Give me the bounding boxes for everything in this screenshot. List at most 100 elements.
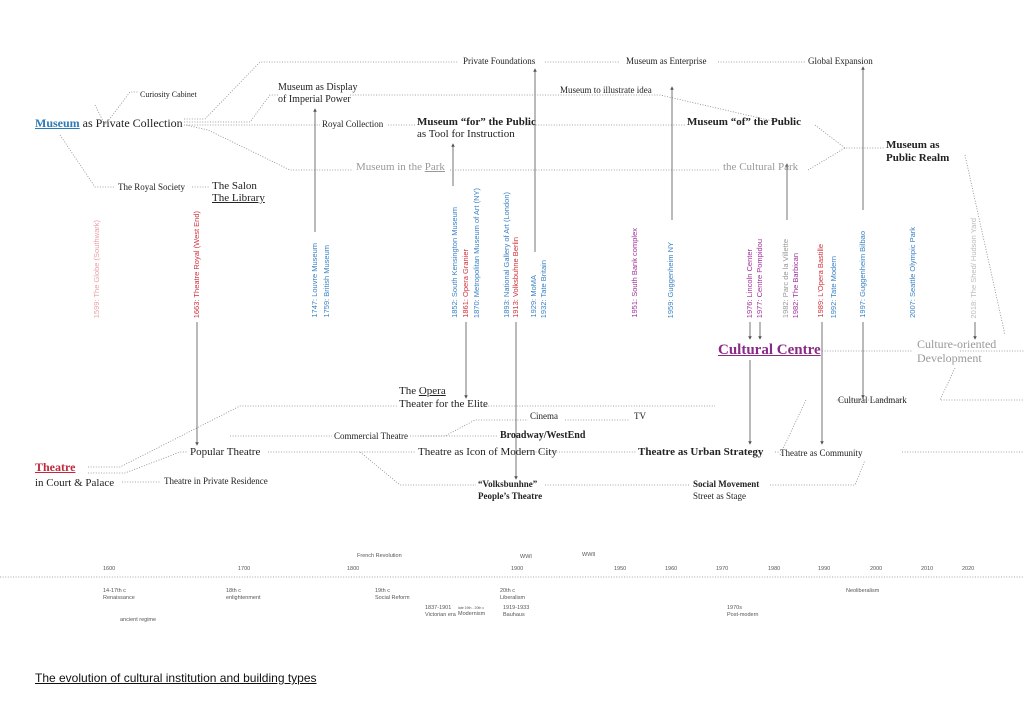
year-tick: 2020 (962, 566, 975, 572)
royal-collection: Royal Collection (322, 119, 384, 129)
year-tick: 2000 (870, 566, 883, 572)
cultural-landmark: Cultural Landmark (838, 395, 907, 405)
year-tick: 1970 (716, 566, 729, 572)
building-label: 1747: Louvre Museum (310, 243, 319, 318)
museum-in-park: Museum in the Park (356, 161, 445, 174)
era-label: 1919-1933 Bauhaus (503, 605, 529, 619)
era-label: 14-17th c Renaissance (103, 588, 135, 602)
event-label: WWI (520, 554, 532, 560)
culture-dev-2: Development (917, 351, 982, 365)
private-foundations: Private Foundations (463, 56, 536, 66)
park-word: Park (424, 161, 445, 173)
popular-theatre: Popular Theatre (190, 446, 261, 458)
era-name: Liberalism (500, 595, 526, 602)
museum-illustrate: Museum to illustrate idea (560, 85, 652, 95)
cultural-centre: Cultural Centre (718, 342, 821, 358)
era-period: 1970s (727, 605, 742, 611)
museum-for-public: Museum “for” the Public (417, 116, 536, 128)
era-name: Renaissance (103, 595, 135, 602)
museum-root-rest: as Private Collection (79, 116, 183, 130)
commercial-theatre: Commercial Theatre (334, 431, 409, 441)
year-tick: 1900 (511, 566, 524, 572)
the-opera: The Opera (399, 385, 446, 398)
era-period: 20th c (500, 588, 515, 594)
building-label: 1852: South Kensington Museum (450, 207, 459, 318)
event-label: WWII (582, 552, 596, 558)
display-line1: Museum as Display (278, 82, 358, 93)
building-label: 1992: Tate Modern (829, 255, 838, 318)
era-period: late 19th - 20th c (458, 606, 485, 610)
event-label: French Revolution (357, 553, 402, 559)
era-name: Post-modern (727, 612, 759, 619)
cinema: Cinema (530, 411, 558, 421)
diagram-title: The evolution of cultural institution an… (35, 671, 317, 685)
building-label: 1929: MoMA (529, 275, 538, 318)
era-label: ancient regime (120, 617, 157, 623)
era-name: Social Reform (375, 595, 410, 602)
year-tick: 1990 (818, 566, 831, 572)
era-period: 19th c (375, 588, 390, 594)
era-label: 1837-1901 Victorian era (425, 605, 456, 619)
salon: The Salon (212, 180, 257, 192)
volksbuhne: “Volksbunhne” (478, 479, 538, 489)
building-label: 1982: Parc de la Villette (781, 238, 790, 318)
museum-root: Museum as Private Collection (35, 116, 183, 130)
display-line2: of Imperial Power (278, 94, 351, 105)
era-label: 1970s Post-modern (727, 605, 759, 619)
library: The Library (212, 192, 265, 204)
building-label: 1932: Tate Britain (539, 259, 548, 318)
royal-society: The Royal Society (118, 182, 185, 192)
year-tick: 1700 (238, 566, 251, 572)
theatre-urban: Theatre as Urban Strategy (638, 446, 764, 458)
building-label: 1976: Lincoln Center (745, 248, 754, 318)
era-name: Modernism (458, 610, 486, 617)
building-label: 1861: Opera Granier (461, 249, 470, 318)
building-label: 1982: The Barbican (791, 252, 800, 318)
museum-link[interactable]: Museum (35, 116, 80, 130)
street-stage: Street as Stage (693, 491, 746, 501)
building-label: 1951: South Bank complex (630, 228, 639, 318)
public-realm-2: Public Realm (886, 152, 950, 164)
theatre-link[interactable]: Theatre (35, 460, 76, 474)
tv: TV (634, 411, 646, 421)
year-tick: 1800 (347, 566, 360, 572)
era-label: late 19th - 20th c Modernism (458, 606, 485, 618)
year-tick: 1950 (614, 566, 627, 572)
era-label: Neoliberalism (846, 588, 880, 594)
era-period: 14-17th c (103, 588, 126, 594)
building-label: 2018: The Shed/ Hudson Yard (969, 217, 978, 319)
museum-enterprise: Museum as Enterprise (626, 56, 707, 66)
building-label: 1997: Guggenheim Bilbao (858, 231, 867, 318)
year-tick: 1960 (665, 566, 678, 572)
culture-dev-1: Culture-oriented (917, 337, 997, 351)
year-tick: 1600 (103, 566, 116, 572)
social-movement: Social Movement (693, 479, 760, 489)
building-label: 1977: Centre Pompidou (755, 238, 764, 318)
era-name: Victorian era (425, 612, 456, 619)
cultural-park: the Cultural Park (723, 161, 799, 173)
building-label: 1989: L'Opera Bastille (816, 244, 825, 318)
park-pre: Museum in the (356, 161, 425, 173)
era-label: 20th c Liberalism (500, 588, 525, 602)
era-name: Bauhaus (503, 612, 525, 619)
era-label: 18th c enlightenment (226, 588, 261, 602)
era-period: 18th c (226, 588, 241, 594)
opera-word: Opera (418, 385, 446, 397)
building-label: 1759: British Museum (322, 245, 331, 318)
broadway: Broadway/WestEnd (500, 430, 586, 441)
era-period: 1919-1933 (503, 605, 530, 611)
museum-of-public: Museum “of” the Public (687, 116, 801, 128)
private-residence: Theatre in Private Residence (164, 476, 268, 486)
building-label: 1959: Guggenheim NY (666, 241, 675, 318)
year-tick: 2010 (921, 566, 934, 572)
year-tick: 1980 (768, 566, 781, 572)
curiosity-cabinet: Curiosity Cabinet (140, 90, 197, 99)
era-name: enlightenment (226, 595, 261, 602)
theatre-community: Theatre as Community (780, 448, 863, 458)
theatre-icon: Theatre as Icon of Modern City (418, 446, 557, 458)
building-label: 1913: Volksbuhne Berlin (511, 237, 520, 318)
building-label: 2007: Seattle Olympic Park (908, 227, 917, 318)
building-label: 1663: Theatre Royal (West End) (192, 210, 201, 318)
opera-pre: The (399, 385, 419, 397)
